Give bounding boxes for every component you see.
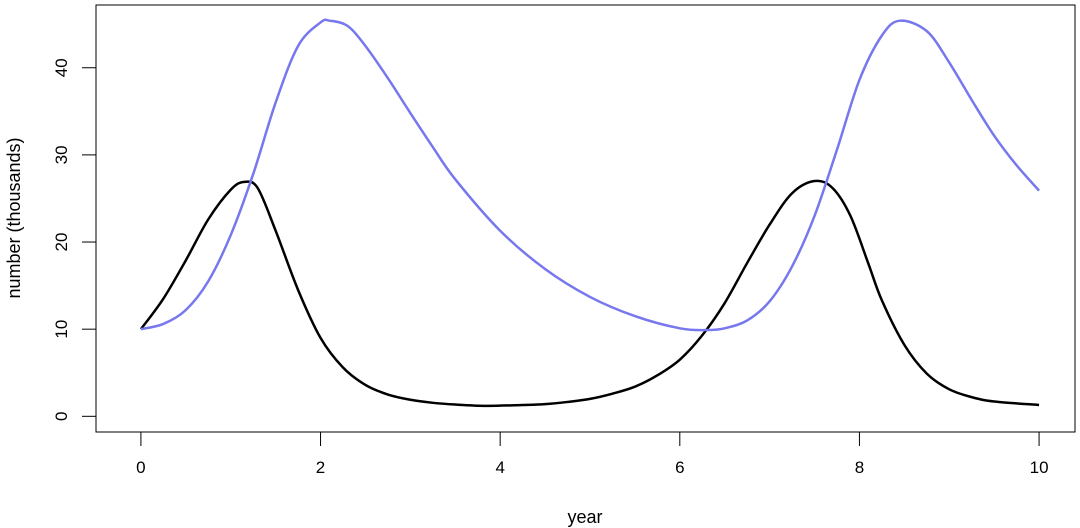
x-tick-label: 10 xyxy=(1030,458,1049,477)
plot-frame xyxy=(95,4,1076,433)
y-tick-label: 0 xyxy=(52,412,71,421)
series-layer xyxy=(139,18,1041,408)
series-line-1 xyxy=(139,179,1040,408)
x-tick-label: 6 xyxy=(675,458,684,477)
x-axis: 0 2 4 6 8 10 xyxy=(136,431,1049,477)
y-tick-label: 10 xyxy=(52,320,71,339)
x-axis-title: year xyxy=(567,507,602,527)
y-tick-label: 40 xyxy=(52,58,71,77)
y-tick-label: 20 xyxy=(52,233,71,252)
x-tick-label: 8 xyxy=(855,458,864,477)
y-axis: 0 10 20 30 40 xyxy=(52,58,97,421)
y-axis-title: number (thousands) xyxy=(4,137,24,298)
x-tick-label: 4 xyxy=(495,458,504,477)
x-tick-label: 2 xyxy=(316,458,325,477)
x-tick-label: 0 xyxy=(136,458,145,477)
y-tick-label: 30 xyxy=(52,145,71,164)
series-line-2 xyxy=(140,18,1041,332)
